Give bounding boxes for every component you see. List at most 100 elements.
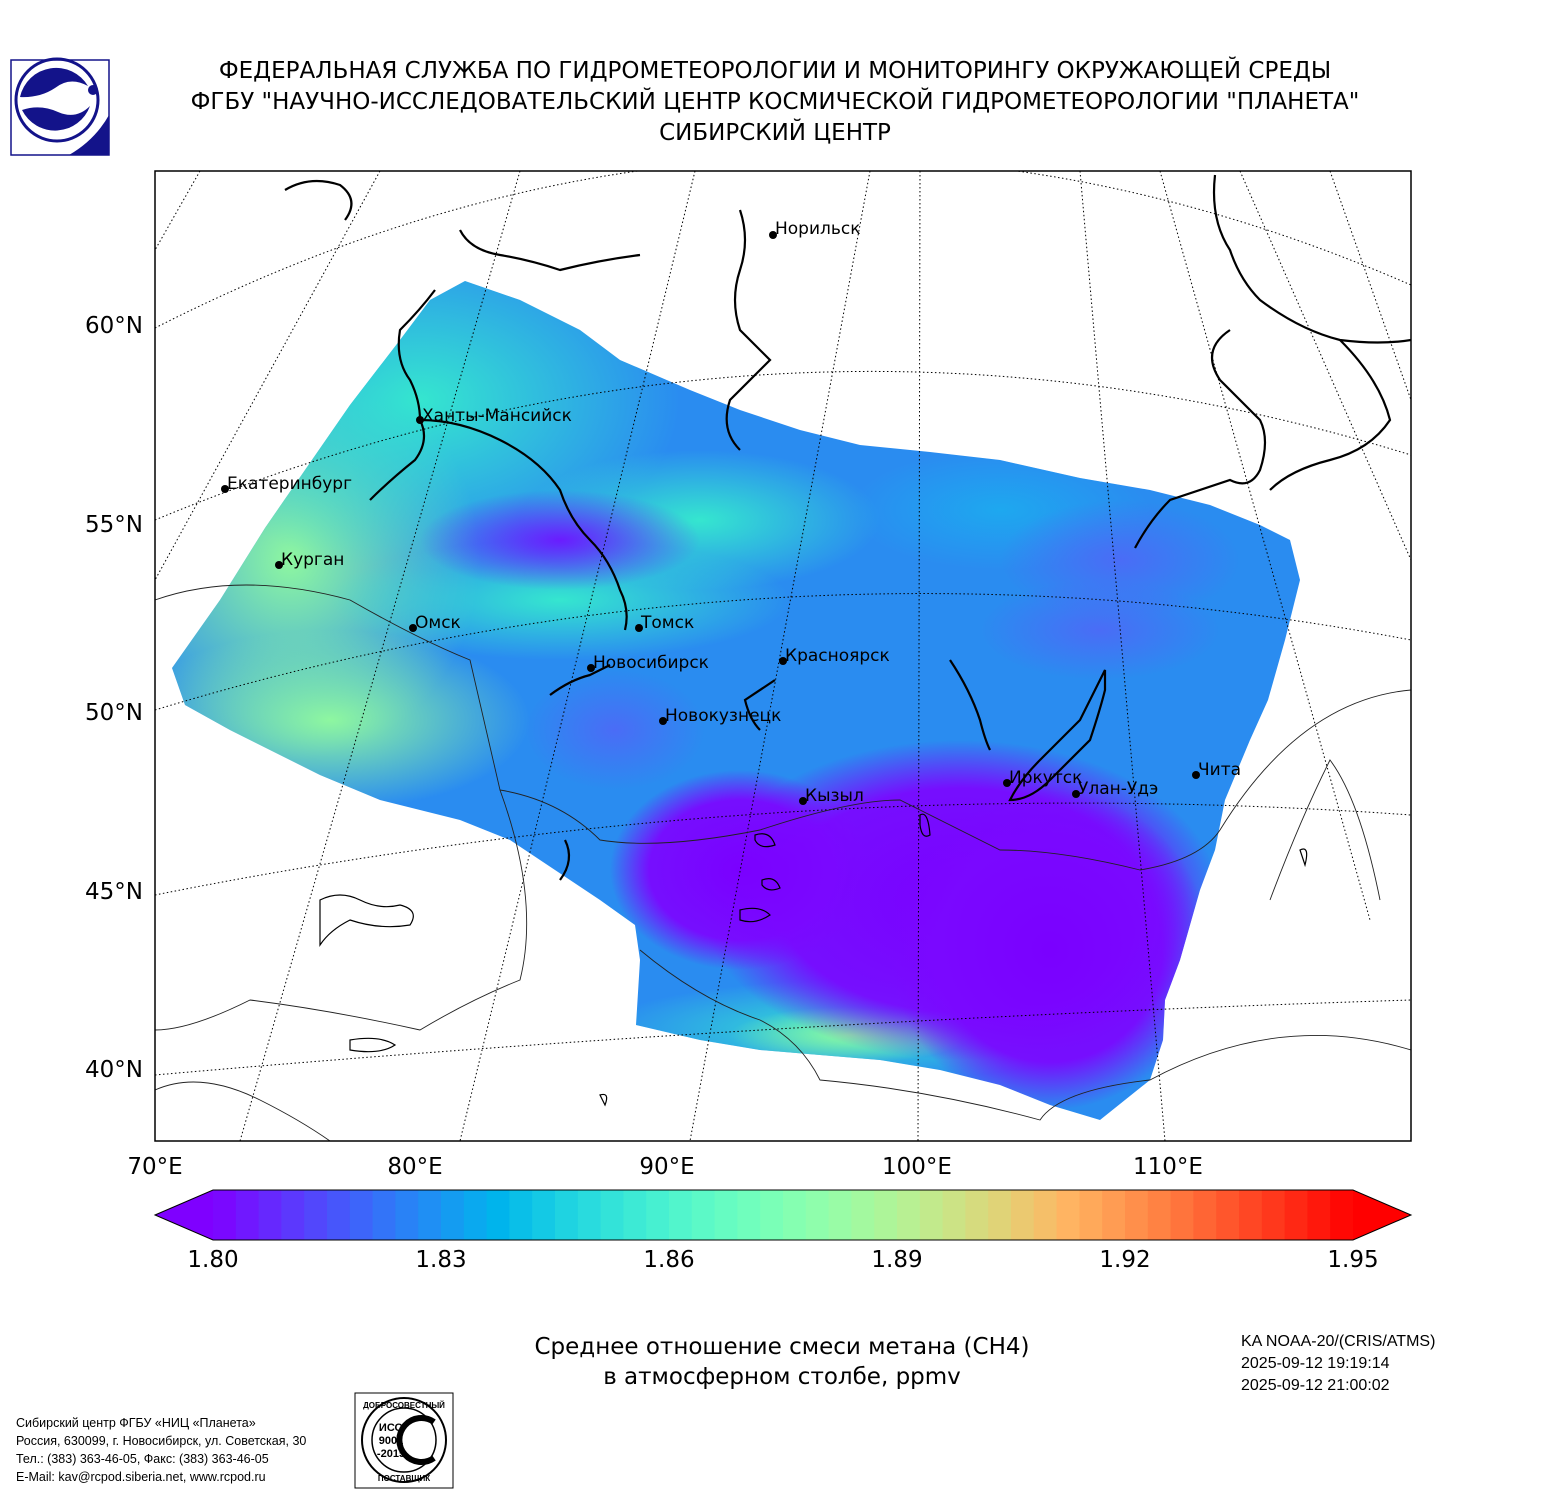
colorbar-segment <box>1261 1190 1286 1240</box>
colorbar-segment <box>304 1190 328 1240</box>
colorbar: 1.80 1.83 1.86 1.89 1.92 1.95 <box>153 1189 1413 1273</box>
colorbar-outline <box>153 1189 1413 1241</box>
header-line-1: ФЕДЕРАЛЬНАЯ СЛУЖБА ПО ГИДРОМЕТЕОРОЛОГИИ … <box>218 58 1332 84</box>
colorbar-segment <box>942 1190 966 1240</box>
city-dot-chita <box>1192 771 1200 779</box>
colorbar-segment <box>851 1190 875 1240</box>
footer-line-4: E-Mail: kav@rcpod.siberia.net, www.rcpod… <box>16 1470 266 1484</box>
colorbar-segment <box>669 1190 693 1240</box>
city-dot-omsk <box>409 624 417 632</box>
colorbar-segment <box>372 1190 396 1240</box>
colorbar-segment <box>805 1190 830 1240</box>
colorbar-segment <box>737 1190 761 1240</box>
city-label-kyzyl: Кызыл <box>805 786 864 806</box>
colorbar-tick-4: 1.92 <box>1099 1247 1150 1273</box>
colorbar-segment <box>874 1190 898 1240</box>
colorbar-segment <box>1170 1190 1194 1240</box>
satellite-line-2: 2025-09-12 19:19:14 <box>1241 1355 1390 1372</box>
city-dot-kurgan <box>275 561 283 569</box>
colorbar-segment <box>965 1190 989 1240</box>
colorbar-tick-5: 1.95 <box>1327 1247 1378 1273</box>
colorbar-segment <box>1079 1190 1103 1240</box>
chart-title: Среднее отношение смеси метана (CH4) в а… <box>400 1332 1164 1392</box>
colorbar-segment <box>441 1190 465 1240</box>
colorbar-tick-2: 1.86 <box>643 1247 694 1273</box>
colorbar-segment <box>760 1190 784 1240</box>
colorbar-segment <box>646 1190 670 1240</box>
lat-label-60: 60°N <box>85 313 143 339</box>
city-dot-yekaterinburg <box>221 485 229 493</box>
city-label-omsk: Омск <box>415 613 461 633</box>
colorbar-segment <box>1147 1190 1172 1240</box>
colorbar-segment <box>828 1190 852 1240</box>
lat-label-40: 40°N <box>85 1057 143 1083</box>
colorbar-segment <box>258 1190 282 1240</box>
header: ФЕДЕРАЛЬНАЯ СЛУЖБА ПО ГИДРОМЕТЕОРОЛОГИИ … <box>0 56 1550 149</box>
city-label-tomsk: Томск <box>640 613 694 633</box>
chart-title-line-1: Среднее отношение смеси метана (CH4) <box>534 1334 1030 1360</box>
iso-top-text: ДОБРОСОВЕСТНЫЙ <box>363 1401 445 1410</box>
colorbar-segment <box>988 1190 1012 1240</box>
iso-bottom-text: ПОСТАВЩИК <box>378 1474 430 1483</box>
colorbar-segment <box>783 1190 807 1240</box>
colorbar-max-extend <box>1353 1190 1411 1240</box>
iso-center-2: 9001 <box>379 1435 403 1447</box>
city-dot-kyzyl <box>799 797 807 805</box>
lat-label-50: 50°N <box>85 700 143 726</box>
city-label-kurgan: Курган <box>281 550 344 570</box>
colorbar-ticks: 1.80 1.83 1.86 1.89 1.92 1.95 <box>187 1247 1378 1273</box>
chart-title-line-2: в атмосферном столбе, ppmv <box>603 1364 961 1390</box>
footer-line-2: Россия, 630099, г. Новосибирск, ул. Сове… <box>16 1434 307 1448</box>
colorbar-tick-0: 1.80 <box>187 1247 238 1273</box>
country-borders <box>155 584 1411 1141</box>
colorbar-segment <box>213 1190 237 1240</box>
colorbar-segment <box>281 1190 305 1240</box>
satellite-line-3: 2025-09-12 21:00:02 <box>1241 1377 1390 1394</box>
lat-label-45: 45°N <box>85 879 143 905</box>
city-dot-tomsk <box>635 624 643 632</box>
longitude-labels: 70°E 80°E 90°E 100°E 110°E <box>127 1154 1203 1180</box>
header-line-3: СИБИРСКИЙ ЦЕНТР <box>659 120 891 146</box>
iso-stamp: ДОБРОСОВЕСТНЫЙ ИСО 9001 -2015 ПОСТАВЩИК <box>354 1392 454 1489</box>
colorbar-min-extend <box>155 1190 213 1240</box>
colorbar-segment <box>418 1190 442 1240</box>
lon-label-100: 100°E <box>882 1154 952 1180</box>
city-label-chita: Чита <box>1198 760 1241 780</box>
colorbar-tick-1: 1.83 <box>415 1247 466 1273</box>
colorbar-segment <box>349 1190 374 1240</box>
colorbar-segment <box>623 1190 647 1240</box>
iso-center-1: ИСО <box>379 1422 404 1434</box>
city-markers <box>221 231 1200 805</box>
city-label-norilsk: Норильск <box>775 219 861 239</box>
colorbar-segment <box>1125 1190 1149 1240</box>
lon-label-90: 90°E <box>639 1154 694 1180</box>
city-dot-norilsk <box>769 231 777 239</box>
colorbar-segment <box>509 1190 533 1240</box>
colorbar-segment <box>463 1190 488 1240</box>
colorbar-segment <box>1056 1190 1080 1240</box>
colorbar-segment <box>1102 1190 1126 1240</box>
city-dot-ulan-ude <box>1072 790 1080 798</box>
graticule <box>155 171 1411 1141</box>
colorbar-segment <box>395 1190 419 1240</box>
colorbar-segments <box>213 1190 1354 1240</box>
colorbar-segment <box>555 1190 579 1240</box>
lon-label-80: 80°E <box>387 1154 442 1180</box>
city-dot-irkutsk <box>1003 779 1011 787</box>
colorbar-segment <box>235 1190 260 1240</box>
colorbar-segment <box>691 1190 716 1240</box>
rivers-coastlines <box>284 174 1411 881</box>
colorbar-segment <box>1284 1190 1308 1240</box>
colorbar-segment <box>532 1190 556 1240</box>
colorbar-segment <box>577 1190 602 1240</box>
colorbar-segment <box>1307 1190 1331 1240</box>
iso-center-3: -2015 <box>377 1448 405 1460</box>
city-label-irkutsk: Иркутск <box>1009 768 1082 788</box>
footer-contacts: Сибирский центр ФГБУ «НИЦ «Планета» Росс… <box>16 1414 306 1486</box>
header-line-2: ФГБУ "НАУЧНО-ИССЛЕДОВАТЕЛЬСКИЙ ЦЕНТР КОС… <box>190 89 1360 115</box>
colorbar-segment <box>714 1190 738 1240</box>
planeta-logo <box>10 57 110 156</box>
lat-label-55: 55°N <box>85 512 143 538</box>
satellite-line-1: KA NOAA-20/(CRIS/ATMS) <box>1241 1333 1436 1350</box>
